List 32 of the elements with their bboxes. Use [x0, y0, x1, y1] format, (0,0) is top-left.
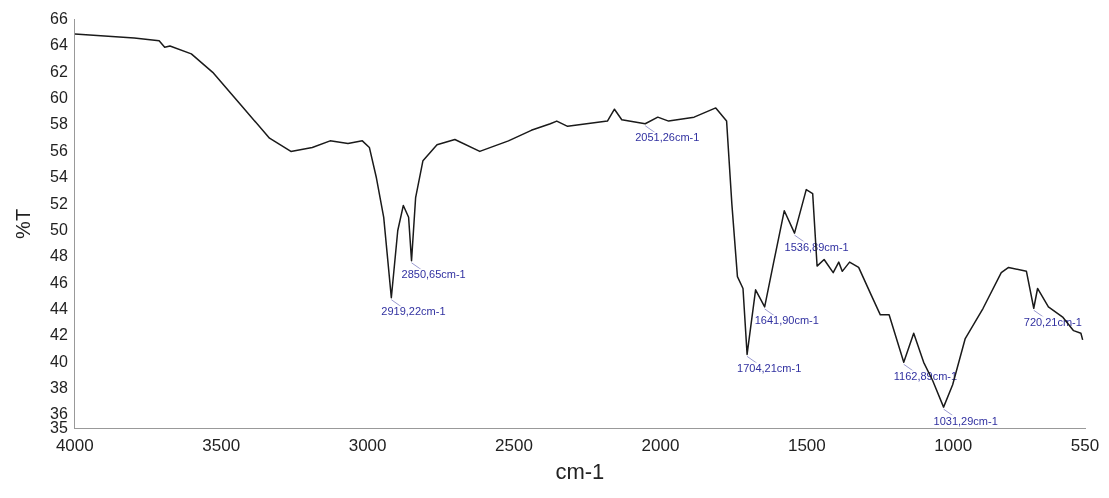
y-tick-label: 40: [50, 352, 68, 370]
annotation: 1641,90cm-1: [754, 314, 819, 327]
x-axis-title: cm-1: [555, 458, 605, 484]
x-tick-label: 550: [1070, 436, 1100, 456]
y-tick-label: 56: [50, 141, 68, 159]
y-tick-label: 44: [50, 299, 68, 317]
y-tick-label: 58: [50, 115, 68, 133]
y-tick-label: 66: [50, 10, 68, 28]
y-tick-label: 52: [50, 194, 68, 212]
y-tick-label: 46: [50, 273, 68, 291]
annotation: 1704,21cm-1: [737, 361, 802, 374]
y-tick-label: 50: [50, 220, 68, 238]
annotation: 2850,65cm-1: [401, 268, 466, 281]
y-axis-title: %T: [11, 208, 34, 239]
annotation: 2919,22cm-1: [381, 305, 446, 318]
x-tick-label: 3000: [348, 436, 387, 456]
y-tick-label: 54: [50, 168, 68, 186]
x-tick-label: 4000: [55, 436, 94, 456]
y-tick-label: 42: [50, 326, 68, 344]
x-tick-label: 1000: [934, 436, 973, 456]
annotation: 1031,29cm-1: [933, 414, 998, 427]
x-tick-label: 2500: [495, 436, 533, 456]
y-tick-label: 60: [50, 89, 68, 107]
y-tick-label: 48: [50, 247, 68, 265]
x-tick-label: 2000: [641, 436, 680, 456]
x-tick-label: 1500: [787, 436, 826, 456]
y-tick-label: 38: [50, 379, 68, 397]
y-tick-label: 64: [50, 36, 68, 54]
x-tick-label: 3500: [202, 436, 241, 456]
y-tick-label: 35: [50, 418, 68, 436]
y-tick-label: 62: [50, 62, 68, 80]
annotation: 2051,26cm-1: [635, 131, 700, 144]
